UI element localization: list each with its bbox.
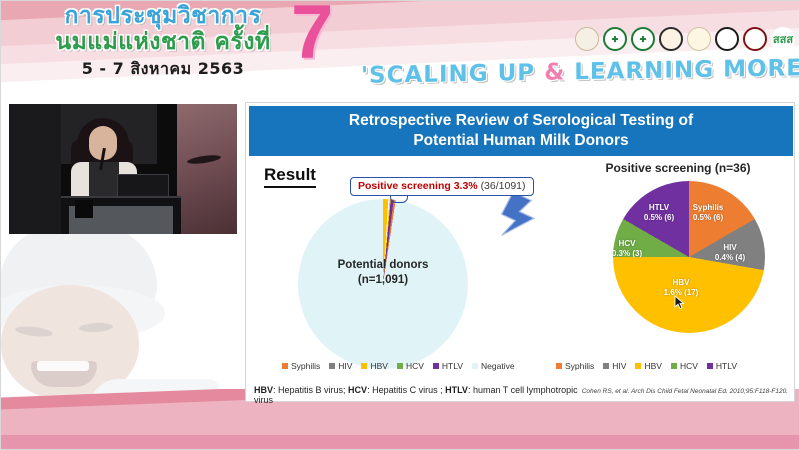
slice-label-htlv: HTLV 0.5% (6) xyxy=(643,203,675,222)
legend-item[interactable]: Syphilis xyxy=(282,361,320,371)
pie-chart-center-label: Potential donors (n=1,091) xyxy=(298,258,468,288)
pie-chart-potential-donors xyxy=(298,199,468,369)
tagline-part1: 'SCALING UP xyxy=(361,59,545,89)
slide-footnote: HBV: Hepatitis B virus; HCV: Hepatitis C… xyxy=(254,385,788,405)
logo-green-cross-2: ✚ xyxy=(631,27,655,51)
legend-swatch-syphilis xyxy=(556,363,562,369)
legend-item[interactable]: HIV xyxy=(603,361,626,371)
slide-title-line1: Retrospective Review of Serological Test… xyxy=(348,112,694,129)
ribbon-base-strip xyxy=(1,435,799,449)
positive-screening-callout: Positive screening 3.3% (36/1091) xyxy=(350,177,534,196)
legend-label-hbv: HBV xyxy=(644,361,662,371)
legend-swatch-syphilis xyxy=(282,363,288,369)
legend-item[interactable]: HCV xyxy=(670,361,698,371)
citation-reference: Cohen RS, et al. Arch Dis Child Fetal Ne… xyxy=(581,388,788,395)
callout-pointer xyxy=(390,195,408,203)
podium-block xyxy=(75,200,93,218)
legend-swatch-hcv xyxy=(670,363,677,369)
callout-highlight-text: Positive screening 3.3% xyxy=(358,180,478,192)
conference-header-banner: การประชุมวิชาการ นมแม่แห่งชาติ ครั้งที่ … xyxy=(1,1,800,96)
baby-teeth xyxy=(37,361,89,371)
slice-label-hiv: HIV 0.4% (4) xyxy=(714,243,746,262)
legend-label-hbv: HBV xyxy=(370,361,388,371)
legend-item[interactable]: Negative xyxy=(472,361,515,371)
conference-title-thai: การประชุมวิชาการ นมแม่แห่งชาติ ครั้งที่ … xyxy=(13,3,313,82)
legend-label-htlv: HTLV xyxy=(441,361,464,371)
baby-mouth xyxy=(31,361,97,387)
video-background-left xyxy=(9,104,61,234)
conference-edition-number: 7 xyxy=(291,1,334,75)
legend-item[interactable]: Syphilis xyxy=(556,361,594,371)
legend-swatch-hcv xyxy=(396,363,403,369)
legend-item[interactable]: HIV xyxy=(329,361,352,371)
legend-swatch-negative xyxy=(472,363,479,369)
legend-positive-screening: Syphilis HIV HBV HCV HTLV xyxy=(556,361,737,371)
pie-chart-positive-screening xyxy=(613,181,765,333)
legend-label-hcv: HCV xyxy=(405,361,424,371)
legend-item[interactable]: HTLV xyxy=(706,361,738,371)
legend-swatch-htlv xyxy=(706,363,713,369)
pie-center-line2: (n=1,091) xyxy=(357,274,409,286)
conference-title-line1: การประชุมวิชาการ xyxy=(64,3,262,29)
legend-swatch-htlv xyxy=(432,363,439,369)
slide-title-bar: Retrospective Review of Serological Test… xyxy=(249,106,793,156)
mouse-cursor-icon xyxy=(674,295,685,315)
legend-label-syphilis: Syphilis xyxy=(565,361,595,371)
legend-swatch-hiv xyxy=(603,363,610,369)
legend-swatch-hiv xyxy=(329,363,336,369)
pie-chart-positive-title: Positive screening (n=36) xyxy=(605,161,751,175)
video-overlay-face xyxy=(177,104,237,234)
callout-sub-text: (36/1091) xyxy=(480,180,526,192)
baby-face xyxy=(1,285,139,401)
legend-swatch-hbv xyxy=(635,363,642,369)
legend-item[interactable]: HBV xyxy=(635,361,662,371)
legend-item[interactable]: HCV xyxy=(396,361,424,371)
legend-label-syphilis: Syphilis xyxy=(291,361,321,371)
logo-royal-crown xyxy=(687,27,711,51)
result-heading: Result xyxy=(264,165,316,188)
blue-arrow-icon xyxy=(498,191,544,252)
presentation-slide: Retrospective Review of Serological Test… xyxy=(245,102,795,405)
pie-center-line1: Potential donors xyxy=(337,259,429,271)
tagline-part2: LEARNING MORE' xyxy=(565,55,800,86)
slice-label-hbv: HBV 1.6% (17) xyxy=(663,278,699,297)
legend-label-hcv: HCV xyxy=(679,361,698,371)
baby-hat-brim xyxy=(1,285,165,341)
slide-title-line2: Potential Human Milk Donors xyxy=(413,132,629,149)
slice-label-hcv: HCV 0.3% (3) xyxy=(611,239,643,258)
tagline-ampersand: & xyxy=(544,59,566,86)
legend-label-hiv: HIV xyxy=(612,361,627,371)
legend-label-htlv: HTLV xyxy=(715,361,738,371)
logo-black-garuda xyxy=(715,27,739,51)
logo-thaihealth: สสส xyxy=(771,27,795,51)
logo-thai-royal-seal xyxy=(575,27,599,51)
legend-swatch-hbv xyxy=(361,363,368,369)
speaker-video-feed[interactable] xyxy=(9,104,237,234)
legend-label-negative: Negative xyxy=(481,361,515,371)
legend-item[interactable]: HTLV xyxy=(432,361,464,371)
conference-title-line2: นมแม่แห่งชาติ ครั้งที่ xyxy=(55,29,271,55)
slice-label-syphilis: Syphilis 0.5% (6) xyxy=(692,203,724,222)
legend-label-hiv: HIV xyxy=(338,361,353,371)
sponsor-logo-row: ✚ ✚ สสส xyxy=(575,27,795,51)
bottom-decorative-ribbon xyxy=(1,389,799,449)
legend-potential-donors: Syphilis HIV HBV HCV HTLV Negative xyxy=(282,361,515,371)
conference-date: 5 - 7 สิงหาคม 2563 xyxy=(81,59,245,78)
legend-item[interactable]: HBV xyxy=(361,361,388,371)
baby-hat xyxy=(1,229,157,317)
abbreviation-legend: HBV: Hepatitis B virus; HCV: Hepatitis C… xyxy=(254,385,578,405)
logo-red-crest xyxy=(743,27,767,51)
logo-green-cross-1: ✚ xyxy=(603,27,627,51)
logo-red-emblem xyxy=(659,27,683,51)
